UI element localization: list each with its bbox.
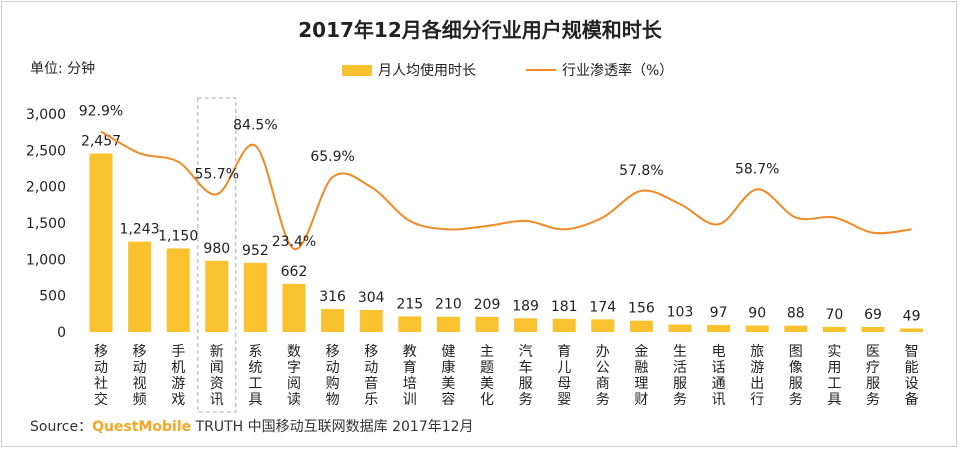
legend-line-label: 行业渗透率（%） [562,63,674,79]
bar [321,309,345,332]
legend-bar-swatch [342,65,372,76]
y-tick-label: 1,000 [26,252,66,268]
x-tick-label: 健康美容 [441,344,455,408]
x-tick-label: 移动视频 [133,344,147,408]
bar-value-label: 316 [319,289,346,305]
x-tick-label: 移动音乐 [364,344,378,408]
bar-value-label: 215 [396,296,423,312]
bar [861,326,885,332]
bar-value-label: 49 [903,308,921,324]
x-tick-label: 教育培训 [403,344,417,408]
bar-value-label: 90 [748,305,766,321]
bar [900,328,924,332]
bar-value-label: 1,243 [120,222,160,238]
x-tick-label: 数字阅读 [287,344,301,408]
bar-value-label: 181 [551,299,578,315]
y-axis-unit-label: 单位: 分钟 [30,61,96,77]
bar-value-label: 980 [203,241,230,257]
x-tick-label: 图像服务 [789,344,803,408]
bar-value-label: 88 [787,306,805,322]
legend-item-bar: 月人均使用时长 [342,60,476,80]
bar-value-label: 69 [864,307,882,323]
source-rest: TRUTH 中国移动互联网数据库 2017年12月 [191,419,474,435]
bar [128,241,152,332]
bar-value-label: 662 [281,264,308,280]
bar-value-label: 156 [628,301,655,317]
line-value-label: 58.7% [735,161,779,177]
bar-value-label: 304 [358,290,385,306]
x-tick-label: 育儿母婴 [557,344,571,408]
y-tick-label: 2,500 [26,143,66,159]
chart-title: 2017年12月各细分行业用户规模和时长 [298,18,662,42]
source-brand: QuestMobile [92,419,192,435]
source-note: Source：QuestMobile TRUTH 中国移动互联网数据库 2017… [30,416,474,436]
x-tick-label: 电话通讯 [712,344,726,408]
x-tick-label: 医疗服务 [866,344,880,408]
penetration-line [100,130,912,250]
bar [514,318,538,332]
bar [591,319,615,332]
bar-value-label: 70 [825,307,843,323]
bar [282,283,306,332]
bar [475,316,499,332]
line-value-label: 92.9% [79,103,123,119]
bar [822,326,846,332]
bar [243,262,267,332]
bar [436,316,460,332]
x-tick-label: 移动社交 [94,344,108,408]
line-value-label: 55.7% [195,166,239,182]
x-tick-label: 生活服务 [673,344,687,408]
bar-value-label: 97 [710,305,728,321]
y-tick-label: 2,000 [26,180,66,196]
x-tick-label: 新闻资讯 [210,344,224,408]
y-tick-label: 3,000 [26,107,66,123]
x-tick-label: 移动购物 [326,344,340,408]
bar [668,324,692,332]
y-tick-label: 1,500 [26,216,66,232]
bar [359,309,383,332]
y-tick-label: 0 [57,325,66,341]
bar [707,324,731,332]
bar [552,318,576,332]
bar [784,325,808,332]
line-value-label: 65.9% [310,149,354,165]
x-tick-label: 办公商务 [596,344,610,408]
bar-value-label: 210 [435,297,462,313]
x-tick-label: 旅游出行 [750,344,764,408]
line-value-label: 84.5% [233,118,277,134]
x-tick-label: 主题美化 [480,344,494,408]
x-tick-label: 智能设备 [905,344,919,408]
x-tick-label: 金融理财 [634,344,648,408]
bar-value-label: 174 [589,299,616,315]
bar-value-label: 209 [474,297,501,313]
y-tick-label: 500 [39,289,66,305]
bar-value-label: 189 [512,298,539,314]
x-tick-label: 手机游戏 [171,344,185,408]
line-value-label: 23.4% [272,234,316,250]
legend-bar-label: 月人均使用时长 [378,63,476,79]
source-prefix: Source： [30,419,93,435]
bar-value-label: 2,457 [81,133,121,149]
legend-line-swatch [526,69,556,71]
bar [166,248,190,332]
bar [89,153,113,332]
x-tick-label: 实用工具 [827,344,841,408]
bar [629,320,653,332]
x-tick-label: 汽车服务 [519,344,533,408]
bar [745,325,769,332]
bar-value-label: 952 [242,243,269,259]
legend-item-line: 行业渗透率（%） [526,60,673,80]
line-value-label: 57.8% [619,163,663,179]
x-tick-label: 系统工具 [248,344,262,408]
bar [398,316,422,332]
highlight-box [197,97,237,413]
bar-value-label: 103 [667,305,694,321]
bar [205,260,229,332]
bar-value-label: 1,150 [158,228,198,244]
